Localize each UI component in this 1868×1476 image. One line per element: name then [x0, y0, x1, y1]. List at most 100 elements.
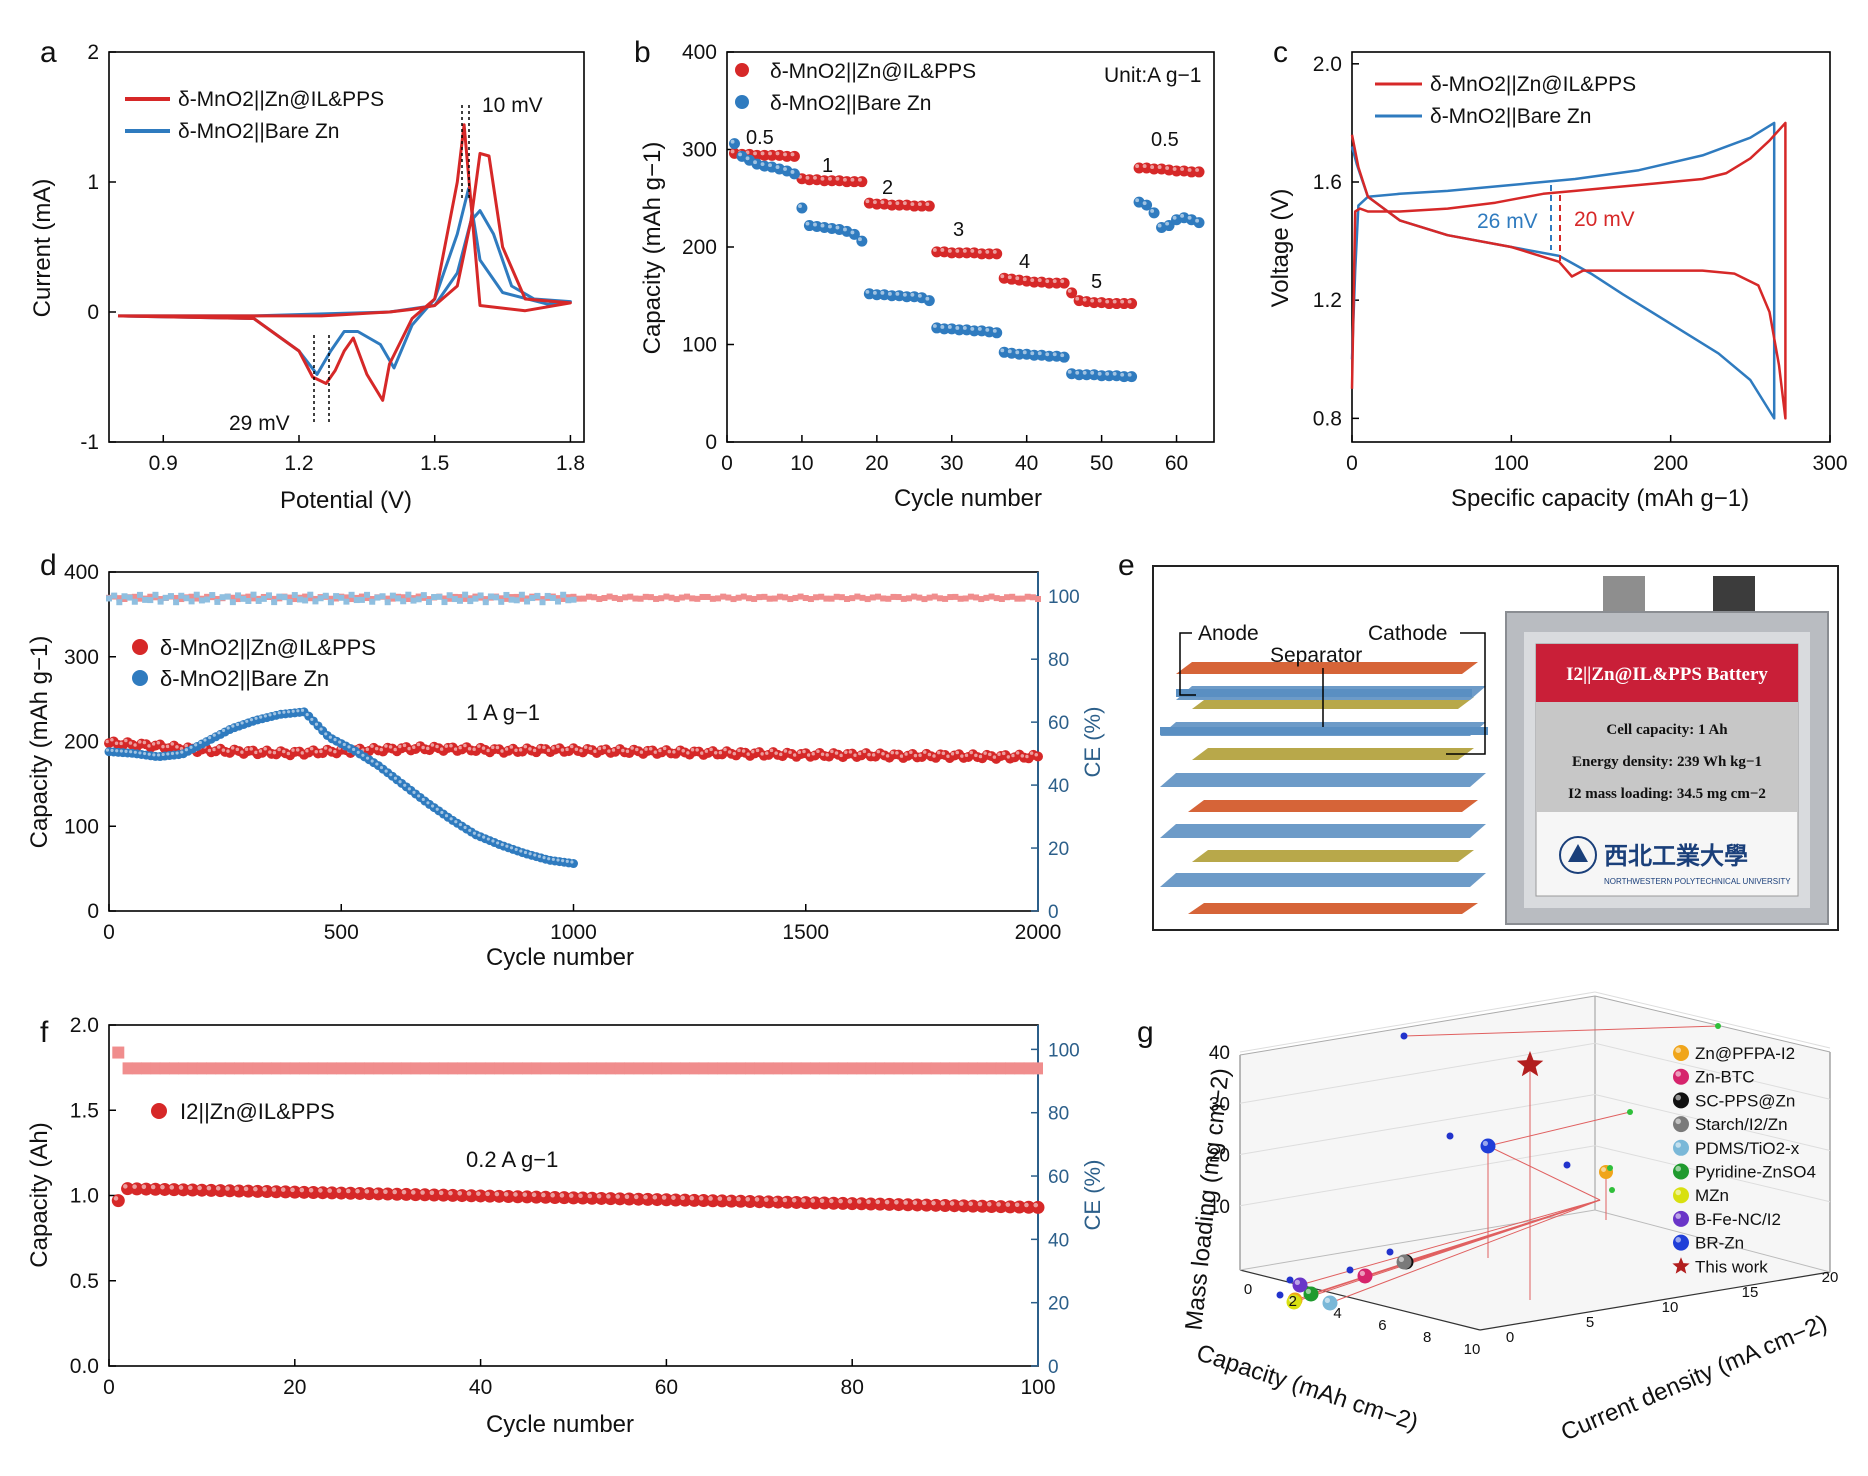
ce-point-zn-il-pps — [524, 595, 531, 602]
ce-point-bare-zn — [560, 591, 567, 598]
rate-point-zn-il-pps-highlight — [1165, 166, 1170, 170]
capacity-point-zn-il-pps-highlight — [328, 748, 332, 752]
capacity-point-highlight — [188, 1185, 193, 1191]
projection-line — [1403, 1025, 1719, 1037]
capacity-point-bare-zn-highlight — [189, 745, 193, 749]
capacity-point-bare-zn-highlight — [440, 810, 444, 815]
ce-point-bare-zn — [539, 599, 546, 606]
ce-point-zn-il-pps — [343, 594, 350, 601]
rate-point-zn-il-pps-highlight — [865, 199, 870, 204]
anode-sheet — [1176, 662, 1478, 674]
ce-point-bare-zn — [364, 591, 371, 598]
capacity-point-zn-il-pps-highlight — [1011, 753, 1015, 758]
legend-label-red: δ-MnO2||Zn@IL&PPS — [178, 88, 384, 111]
capacity-point-zn-il-pps-highlight — [653, 750, 658, 754]
rate-point-zn-il-pps-highlight — [850, 177, 855, 182]
capacity-point-zn-il-pps-highlight — [295, 748, 300, 752]
capacity-point-zn-il-pps-highlight — [974, 753, 978, 758]
capacity-point-zn-il-pps-highlight — [648, 746, 653, 751]
rate-point-bare-zn-highlight — [962, 326, 967, 330]
ce-point-zn-il-pps — [555, 595, 562, 602]
capacity-point-bare-zn-highlight — [537, 854, 541, 858]
legend-label-red: δ-MnO2||Zn@IL&PPS — [160, 635, 376, 660]
ce-point-zn-il-pps — [642, 593, 649, 600]
ce-point — [754, 1062, 765, 1075]
capacity-point-zn-il-pps-highlight — [737, 748, 741, 753]
ce-point-bare-zn — [462, 591, 469, 598]
ce-point — [856, 1062, 867, 1075]
rate-point-bare-zn — [991, 327, 1003, 339]
rate-point-zn-il-pps-highlight — [1150, 165, 1155, 169]
capacity-point-zn-il-pps-highlight — [407, 746, 411, 751]
ce-point-zn-il-pps — [1029, 594, 1036, 601]
ce-point-bare-zn — [498, 598, 505, 605]
y-tick-label: 300 — [682, 139, 717, 162]
capacity-point-zn-il-pps-highlight — [616, 745, 620, 750]
y2-tick-label: 40 — [1048, 1230, 1069, 1251]
ce-point-zn-il-pps — [745, 595, 752, 602]
capacity-point-highlight — [671, 1195, 676, 1200]
capacity-point-zn-il-pps-highlight — [1020, 754, 1025, 758]
rate-point-zn-il-pps — [991, 248, 1003, 260]
y-tick-label: 2 — [87, 41, 99, 64]
capacity-point-zn-il-pps-highlight — [124, 738, 128, 743]
capacity-point-bare-zn-highlight — [221, 728, 226, 732]
rate-point-zn-il-pps-highlight — [910, 202, 915, 207]
ce-point — [141, 1062, 152, 1075]
capacity-point-zn-il-pps-highlight — [398, 744, 402, 749]
ce-point-zn-il-pps — [1004, 594, 1011, 601]
rate-point-bare-zn-highlight — [1120, 372, 1125, 377]
capacity-point-bare-zn-highlight — [472, 831, 476, 835]
ce-point-zn-il-pps — [797, 593, 804, 600]
capacity-point-highlight — [773, 1197, 778, 1203]
ce-point-zn-il-pps — [513, 593, 520, 600]
capacity-point-zn-il-pps-highlight — [379, 747, 384, 752]
capacity-point-highlight — [141, 1184, 147, 1190]
capacity-point-zn-il-pps-highlight — [165, 744, 170, 749]
current-tick-label: 20 — [1822, 1269, 1839, 1286]
capacity-point-zn-il-pps-highlight — [709, 747, 713, 752]
capacity-point-zn-il-pps-highlight — [783, 749, 788, 753]
rate-point-bare-zn-highlight — [1127, 372, 1132, 377]
y-tick-label: 2.0 — [1313, 53, 1342, 76]
projection-line — [1293, 1199, 1601, 1303]
ce-point — [1005, 1062, 1016, 1075]
rate-point-zn-il-pps-highlight — [917, 202, 922, 207]
ce-point-bare-zn — [524, 598, 531, 605]
rate-point-zn-il-pps-highlight — [813, 175, 817, 180]
ce-point-zn-il-pps — [405, 595, 412, 602]
x-tick-label: 40 — [1015, 452, 1038, 475]
y2-tick-label: 100 — [1048, 587, 1080, 608]
grid-line — [1594, 1042, 1831, 1100]
rate-label: 2 — [882, 177, 893, 199]
capacity-point-zn-il-pps-highlight — [788, 750, 792, 754]
rate-point-zn-il-pps-highlight — [1127, 299, 1132, 304]
ce-point-bare-zn — [389, 592, 396, 599]
ce-point-bare-zn — [374, 594, 381, 601]
capacity-point-zn-il-pps-highlight — [509, 745, 514, 749]
rate-point-bare-zn — [1193, 217, 1205, 229]
ce-point-bare-zn — [405, 591, 412, 598]
capacity-point-highlight — [661, 1195, 667, 1200]
gcd-curve-zn-il-pps — [1350, 121, 1787, 420]
capacity-point-highlight — [225, 1186, 230, 1191]
x-tick-label: 2000 — [1015, 921, 1062, 944]
ce-point — [642, 1062, 653, 1075]
capacity-point-highlight — [253, 1186, 258, 1192]
capacity-point-zn-il-pps-highlight — [792, 753, 797, 757]
legend-marker-red — [132, 639, 148, 655]
stack-layer — [1160, 873, 1486, 887]
rate-point-zn-il-pps-highlight — [1105, 299, 1110, 304]
ce-point — [717, 1062, 728, 1075]
capacity-point-zn-il-pps-highlight — [402, 743, 407, 748]
x-tick-label: 80 — [841, 1376, 864, 1399]
capacity-point-highlight — [206, 1185, 212, 1191]
capacity-point-zn-il-pps-highlight — [384, 744, 388, 748]
rate-point-bare-zn-highlight — [753, 160, 757, 165]
rate-point-zn-il-pps-highlight — [985, 249, 990, 254]
capacity-point-highlight — [336, 1188, 342, 1194]
ce-point-zn-il-pps — [694, 595, 701, 602]
rate-point-zn-il-pps-highlight — [1067, 288, 1072, 293]
capacity-point-highlight — [754, 1197, 760, 1202]
capacity-point-highlight — [578, 1193, 583, 1199]
